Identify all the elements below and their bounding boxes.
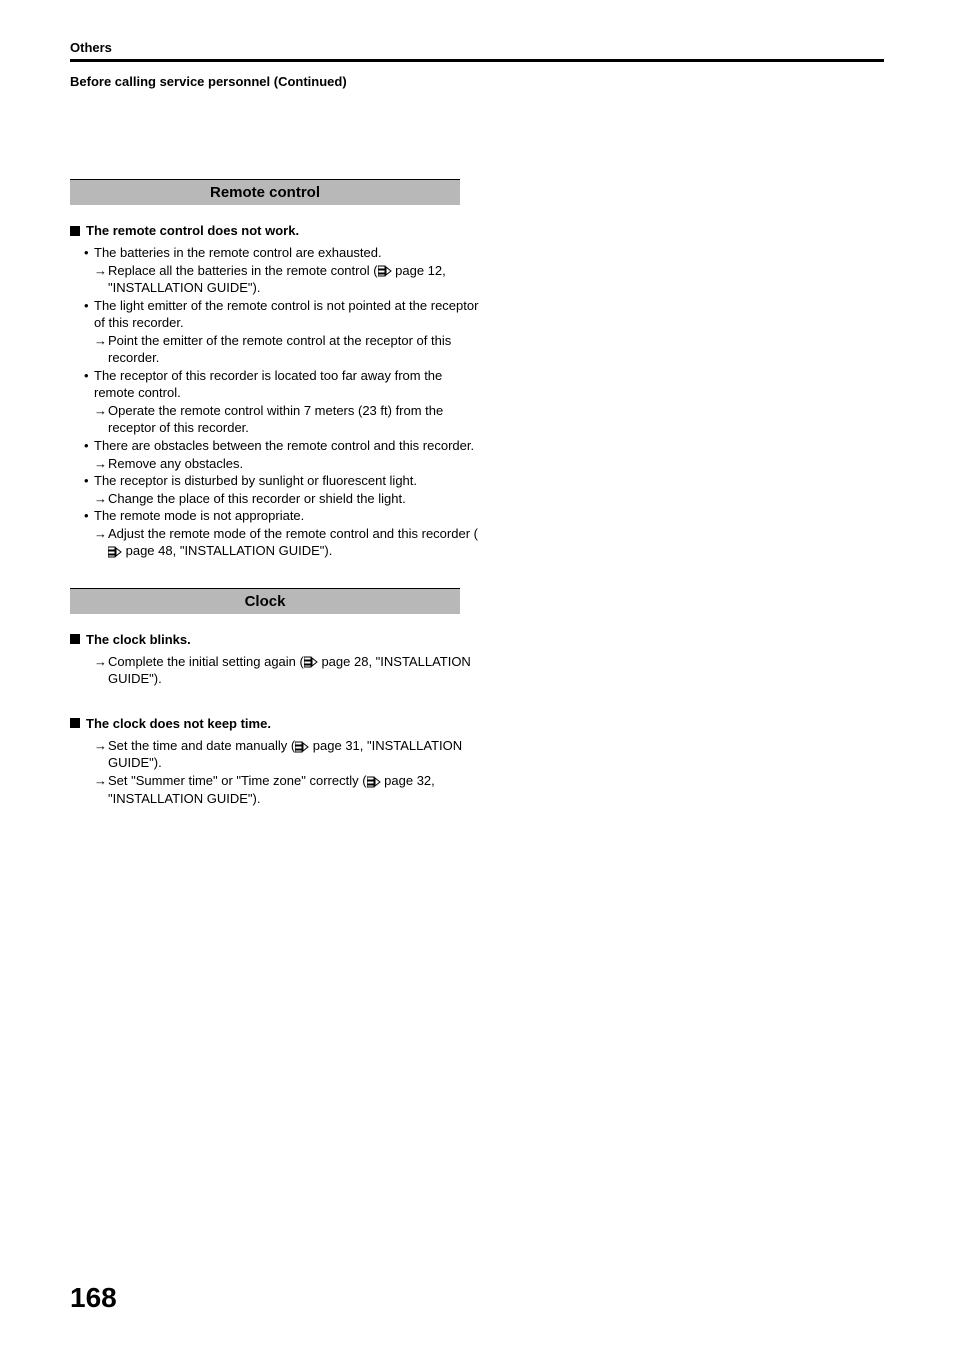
continued-title: Before calling service personnel (Contin… (70, 74, 884, 89)
group-title: The clock does not keep time. (70, 716, 480, 731)
section-heading: Remote control (70, 179, 460, 205)
page-ref-icon (304, 656, 318, 668)
group-title: The clock blinks. (70, 632, 480, 647)
page-number: 168 (70, 1282, 117, 1314)
solution-list: Complete the initial setting again ( pag… (70, 653, 480, 688)
header-rule (70, 59, 884, 62)
chapter-label: Others (70, 40, 884, 55)
square-marker-icon (70, 718, 80, 728)
troubleshoot-group: The clock does not keep time. Set the tim… (70, 716, 480, 807)
square-marker-icon (70, 634, 80, 644)
solution-line: Adjust the remote mode of the remote con… (94, 525, 480, 560)
cause-text: The light emitter of the remote control … (94, 298, 478, 331)
cause-text: The receptor of this recorder is located… (94, 368, 442, 401)
cause-text: The batteries in the remote control are … (94, 245, 382, 260)
cause-item: The receptor is disturbed by sunlight or… (84, 472, 480, 507)
cause-item: There are obstacles between the remote c… (84, 437, 480, 472)
solution-line: Replace all the batteries in the remote … (94, 262, 480, 297)
group-title-text: The clock blinks. (86, 632, 191, 647)
page-ref-icon (108, 546, 122, 558)
solution-line: Change the place of this recorder or shi… (94, 490, 480, 508)
cause-item: The batteries in the remote control are … (84, 244, 480, 297)
troubleshoot-group: The clock blinks. Complete the initial se… (70, 632, 480, 688)
troubleshoot-group: The remote control does not work. The bat… (70, 223, 480, 560)
solution-line: Set the time and date manually ( page 31… (94, 737, 480, 772)
solution-line: Remove any obstacles. (94, 455, 480, 473)
cause-item: The light emitter of the remote control … (84, 297, 480, 367)
solution-line: Complete the initial setting again ( pag… (94, 653, 480, 688)
solution-line: Point the emitter of the remote control … (94, 332, 480, 367)
section-heading: Clock (70, 588, 460, 614)
page-header: Others Before calling service personnel … (70, 40, 884, 89)
solution-line: Operate the remote control within 7 mete… (94, 402, 480, 437)
cause-item: The receptor of this recorder is located… (84, 367, 480, 437)
page-ref-icon (367, 776, 381, 788)
square-marker-icon (70, 226, 80, 236)
cause-text: The remote mode is not appropriate. (94, 508, 304, 523)
cause-item: The remote mode is not appropriate. Adjus… (84, 507, 480, 560)
group-title-text: The clock does not keep time. (86, 716, 271, 731)
group-title: The remote control does not work. (70, 223, 480, 238)
solution-list: Set the time and date manually ( page 31… (70, 737, 480, 807)
cause-text: The receptor is disturbed by sunlight or… (94, 473, 417, 488)
page-ref-icon (378, 265, 392, 277)
cause-text: There are obstacles between the remote c… (94, 438, 474, 453)
cause-list: The batteries in the remote control are … (70, 244, 480, 560)
page-ref-icon (295, 741, 309, 753)
group-title-text: The remote control does not work. (86, 223, 299, 238)
solution-line: Set "Summer time" or "Time zone" correct… (94, 772, 480, 807)
